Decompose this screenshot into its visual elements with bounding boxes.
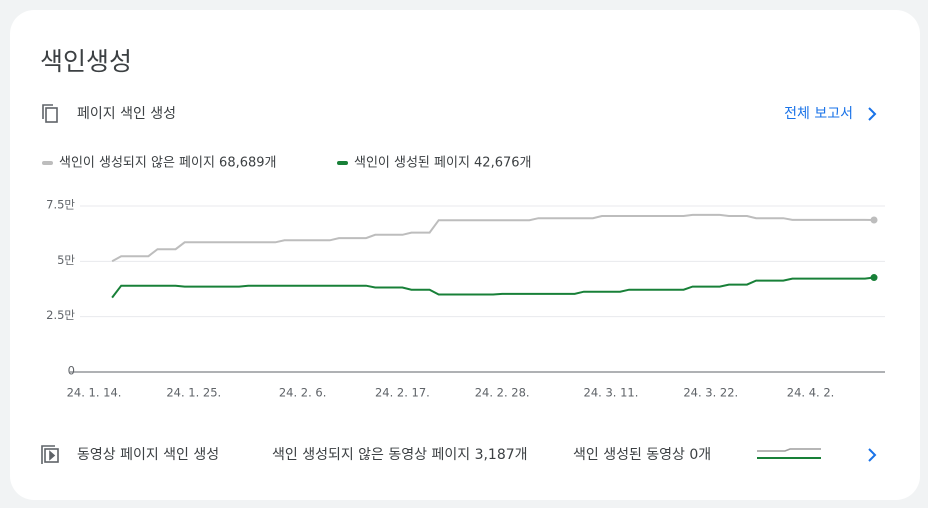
video-title: 동영상 페이지 색인 생성 xyxy=(77,447,219,463)
page-icon xyxy=(42,104,58,123)
card xyxy=(10,10,920,500)
full-report-link[interactable]: 전체 보고서 xyxy=(784,106,853,122)
video-not-indexed: 색인 생성되지 않은 동영상 페이지 3,187개 xyxy=(272,447,528,463)
x-tick-label: 24. 4. 2. xyxy=(787,386,835,400)
legend-label: 색인이 생성된 페이지 42,676개 xyxy=(354,156,531,171)
end-point xyxy=(870,216,878,224)
legend-swatch xyxy=(42,161,53,165)
y-tick-label: 0 xyxy=(68,364,75,378)
x-tick-label: 24. 2. 17. xyxy=(375,386,430,400)
legend-label: 색인이 생성되지 않은 페이지 68,689개 xyxy=(59,156,277,171)
y-tick-label: 2.5만 xyxy=(46,308,75,322)
series-line xyxy=(111,213,875,263)
y-tick-label: 5만 xyxy=(57,253,75,267)
x-tick-label: 24. 1. 14. xyxy=(67,386,122,400)
x-tick-label: 24. 2. 6. xyxy=(279,386,327,400)
video-icon xyxy=(41,445,59,464)
x-tick-label: 24. 3. 22. xyxy=(683,386,738,400)
video-indexed: 색인 생성된 동영상 0개 xyxy=(573,447,711,463)
video-arrow[interactable] xyxy=(868,448,877,462)
link-arrow[interactable] xyxy=(868,107,877,121)
title: 색인생성 xyxy=(40,47,132,76)
y-tick-label: 7.5만 xyxy=(46,198,75,212)
x-tick-label: 24. 3. 11. xyxy=(584,386,639,400)
series-line xyxy=(111,276,875,299)
section-title: 페이지 색인 생성 xyxy=(77,106,176,122)
x-tick-label: 24. 2. 28. xyxy=(475,386,530,400)
sparkline-gray xyxy=(757,448,821,452)
end-point xyxy=(870,274,878,282)
legend-swatch xyxy=(337,161,348,165)
x-tick-label: 24. 1. 25. xyxy=(166,386,221,400)
